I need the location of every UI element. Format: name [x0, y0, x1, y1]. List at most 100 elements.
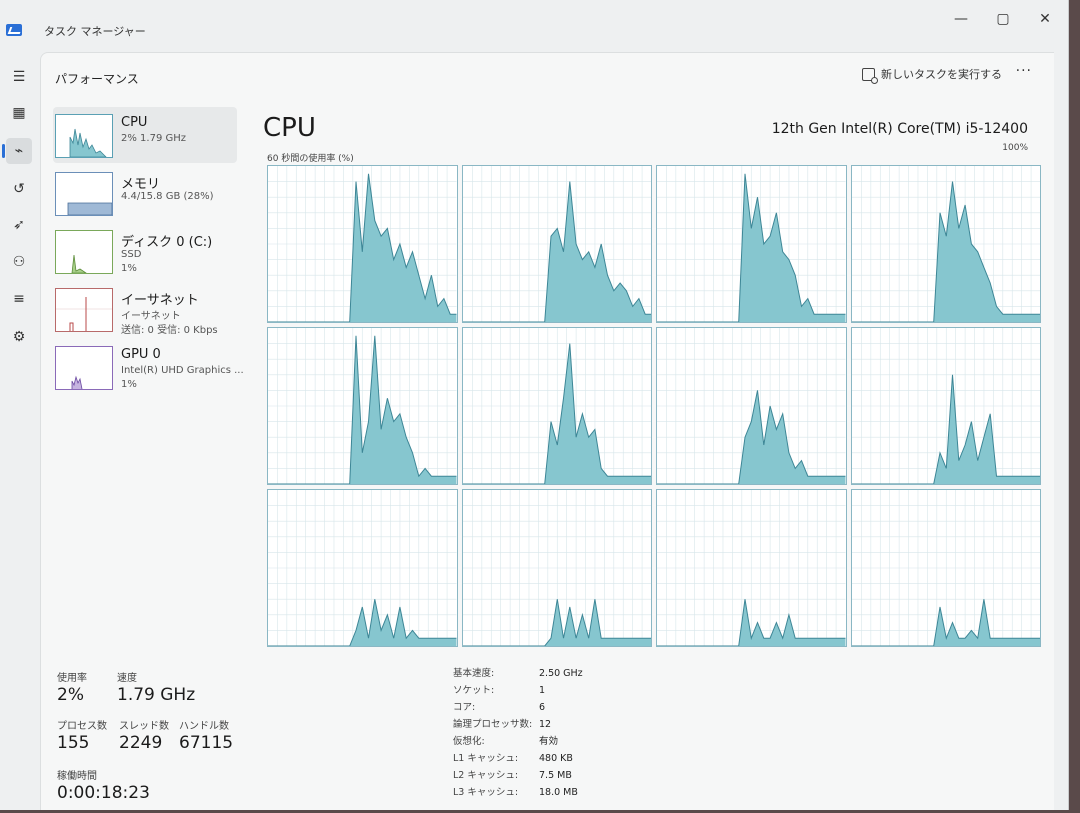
resource-name: CPU — [121, 115, 148, 130]
run-new-task-button[interactable]: 新しいタスクを実行する — [862, 66, 1002, 84]
cpu-thumbnail-graph — [55, 114, 113, 158]
processor-graph-svg — [657, 490, 846, 647]
spec-key: ソケット: — [453, 685, 495, 696]
performance-panel: パフォーマンス 新しいタスクを実行する ··· CPU 2% 1.79 GHz — [40, 52, 1054, 810]
resource-list: CPU 2% 1.79 GHz メモリ 4.4/15.8 GB (28%) — [53, 107, 244, 397]
run-task-label: 新しいタスクを実行する — [881, 68, 1002, 81]
resource-name: イーサネット — [121, 293, 199, 308]
utilization-axis-label: 60 秒間の使用率 (%) — [267, 154, 354, 164]
processes-value: 155 — [57, 733, 90, 753]
processor-graph-svg — [657, 328, 846, 485]
resource-detail-2: 1% — [121, 263, 137, 274]
minimize-button[interactable]: — — [954, 11, 968, 27]
processor-graph-svg — [462, 328, 651, 485]
menu-icon[interactable]: ☰ — [12, 69, 26, 85]
usage-area — [657, 599, 846, 646]
spec-value: 7.5 MB — [539, 770, 572, 781]
spec-row: コア: 6 — [453, 699, 545, 713]
spec-key: L1 キャッシュ: — [453, 753, 519, 764]
title-bar[interactable]: タスク マネージャー — ▢ ✕ — [0, 0, 1068, 50]
spec-key: L3 キャッシュ: — [453, 787, 519, 798]
window-title: タスク マネージャー — [44, 25, 146, 38]
usage-label: 使用率 — [57, 673, 87, 684]
resource-disk[interactable]: ディスク 0 (C:) SSD 1% — [53, 223, 237, 279]
usage-area — [462, 181, 651, 322]
cpu-stats: 使用率 速度 2% 1.79 GHz プロセス数 スレッド数 ハンドル数 155… — [49, 663, 349, 813]
resource-cpu[interactable]: CPU 2% 1.79 GHz — [53, 107, 237, 163]
usage-area — [851, 374, 1040, 484]
resource-memory[interactable]: メモリ 4.4/15.8 GB (28%) — [53, 165, 237, 221]
logical-processor-graph — [656, 489, 847, 647]
uptime-value: 0:00:18:23 — [57, 783, 150, 803]
spec-value: 2.50 GHz — [539, 668, 583, 679]
usage-area — [268, 173, 457, 322]
spec-key: L2 キャッシュ: — [453, 770, 519, 781]
resource-name: GPU 0 — [121, 347, 161, 362]
cpu-detail: CPU 12th Gen Intel(R) Core(TM) i5-12400 … — [261, 107, 1046, 810]
details-icon[interactable]: ≡ — [13, 291, 25, 307]
spec-value: 18.0 MB — [539, 787, 578, 798]
logical-processor-graph — [850, 327, 1041, 485]
resource-detail-2: 送信: 0 受信: 0 Kbps — [121, 325, 218, 336]
resource-detail: イーサネット — [121, 311, 181, 322]
page-title: パフォーマンス — [55, 72, 139, 86]
resource-detail: SSD — [121, 249, 142, 260]
app-history-icon[interactable]: ↺ — [13, 181, 25, 197]
resource-name: メモリ — [121, 177, 161, 192]
spec-key: 基本速度: — [453, 668, 495, 679]
logical-processor-graph — [850, 165, 1041, 323]
resource-detail: 2% 1.79 GHz — [121, 133, 187, 144]
processes-icon[interactable]: ▦ — [12, 105, 26, 121]
logical-processor-graph — [850, 489, 1041, 647]
processor-graph-svg — [851, 328, 1040, 485]
disk-thumbnail-graph — [55, 230, 113, 274]
resource-gpu[interactable]: GPU 0 Intel(R) UHD Graphics ... 1% — [53, 339, 244, 395]
maximize-button[interactable]: ▢ — [996, 11, 1010, 27]
usage-area — [851, 599, 1040, 646]
close-button[interactable]: ✕ — [1039, 11, 1051, 27]
spec-value: 有効 — [539, 736, 559, 747]
processes-label: プロセス数 — [57, 721, 107, 732]
spec-row: 論理プロセッサ数: 12 — [453, 716, 551, 730]
users-icon[interactable]: ⚇ — [12, 254, 26, 270]
usage-area — [462, 599, 651, 646]
startup-apps-icon[interactable]: ➶ — [13, 217, 25, 233]
speed-value: 1.79 GHz — [117, 685, 196, 705]
processor-graph-svg — [851, 490, 1040, 647]
resource-detail: 4.4/15.8 GB (28%) — [121, 191, 214, 202]
processor-graph-svg — [462, 490, 651, 647]
logical-processor-graphs — [267, 165, 1041, 647]
spec-key: 仮想化: — [453, 736, 485, 747]
logical-processor-graph — [656, 327, 847, 485]
nav-rail: ☰ ▦ ⌁ ↺ ➶ ⚇ ≡ ⚙ — [0, 52, 38, 810]
spec-key: 論理プロセッサ数: — [453, 719, 533, 730]
resource-detail: Intel(R) UHD Graphics ... — [121, 365, 244, 376]
logical-processor-graph — [461, 165, 652, 323]
task-manager-icon — [6, 24, 22, 36]
usage-area — [851, 181, 1040, 322]
logical-processor-graph — [267, 327, 458, 485]
spec-row: L2 キャッシュ: 7.5 MB — [453, 767, 572, 781]
spec-row: 仮想化: 有効 — [453, 733, 558, 747]
page-header: パフォーマンス 新しいタスクを実行する ··· — [41, 53, 1054, 97]
gpu-thumbnail-graph — [55, 346, 113, 390]
threads-value: 2249 — [119, 733, 163, 753]
resource-name: ディスク 0 (C:) — [121, 235, 213, 250]
usage-area — [657, 173, 846, 322]
logical-processor-graph — [267, 165, 458, 323]
logical-processor-graph — [461, 489, 652, 647]
resource-ethernet[interactable]: イーサネット イーサネット 送信: 0 受信: 0 Kbps — [53, 281, 237, 337]
ethernet-thumbnail-graph — [55, 288, 113, 332]
resource-detail-2: 1% — [121, 379, 137, 390]
logical-processor-graph — [461, 327, 652, 485]
logical-processor-graph — [267, 489, 458, 647]
spec-row: L1 キャッシュ: 480 KB — [453, 750, 573, 764]
usage-area — [462, 343, 651, 484]
services-icon[interactable]: ⚙ — [12, 329, 26, 345]
more-options-button[interactable]: ··· — [1015, 63, 1032, 79]
performance-icon[interactable]: ⌁ — [2, 138, 32, 164]
spec-row: ソケット: 1 — [453, 682, 545, 696]
processor-graph-svg — [268, 490, 457, 647]
processor-graph-svg — [851, 166, 1040, 323]
handles-value: 67115 — [179, 733, 234, 753]
